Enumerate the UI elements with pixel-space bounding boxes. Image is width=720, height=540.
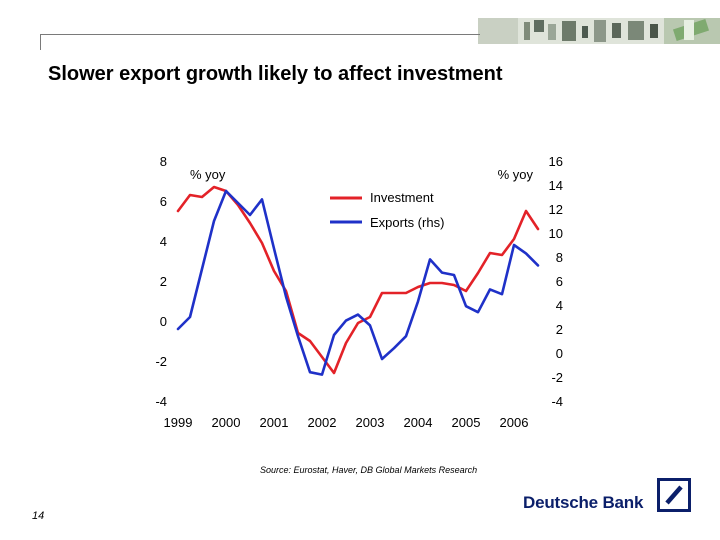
right-tick-label: 6	[556, 274, 563, 289]
series-line-exports	[176, 189, 540, 376]
legend-label-investment: Investment	[370, 190, 434, 205]
x-tick-label: 2006	[500, 415, 529, 430]
right-tick-label: 4	[556, 298, 563, 313]
left-axis: 8 6 4 2 0 -2 -4	[155, 154, 167, 409]
series-line-investment	[176, 185, 540, 375]
left-tick-label: -2	[155, 354, 167, 369]
left-tick-label: 2	[160, 274, 167, 289]
brand-name: Deutsche Bank	[523, 493, 644, 512]
right-tick-label: 12	[549, 202, 563, 217]
right-axis: 16 14 12 10 8 6 4 2 0 -2 -4	[549, 154, 563, 409]
left-tick-label: -4	[155, 394, 167, 409]
x-tick-label: 2002	[308, 415, 337, 430]
right-tick-label: 14	[549, 178, 563, 193]
right-tick-label: 0	[556, 346, 563, 361]
left-tick-label: 6	[160, 194, 167, 209]
right-tick-label: 8	[556, 250, 563, 265]
right-axis-label: % yoy	[498, 167, 534, 182]
header-banner-image	[478, 18, 720, 44]
right-tick-label: -4	[551, 394, 563, 409]
right-tick-label: 10	[549, 226, 563, 241]
x-tick-label: 2000	[212, 415, 241, 430]
deutsche-bank-logo-icon	[657, 478, 691, 512]
source-note: Source: Eurostat, Haver, DB Global Marke…	[260, 465, 478, 475]
x-axis: 1999 2000 2001 2002 2003 2004 2005 2006	[164, 415, 529, 430]
right-tick-label: 2	[556, 322, 563, 337]
x-tick-label: 1999	[164, 415, 193, 430]
left-tick-label: 4	[160, 234, 167, 249]
left-axis-label: % yoy	[190, 167, 226, 182]
left-tick-label: 0	[160, 314, 167, 329]
right-tick-label: 16	[549, 154, 563, 169]
legend: Investment Exports (rhs)	[330, 190, 444, 230]
page-number: 14	[32, 510, 45, 522]
legend-label-exports: Exports (rhs)	[370, 215, 444, 230]
x-tick-label: 2004	[404, 415, 433, 430]
x-tick-label: 2003	[356, 415, 385, 430]
left-tick-label: 8	[160, 154, 167, 169]
x-tick-label: 2001	[260, 415, 289, 430]
header-rule-horizontal	[40, 34, 480, 35]
x-tick-label: 2005	[452, 415, 481, 430]
header-rule-vertical	[40, 34, 41, 50]
right-tick-label: -2	[551, 370, 563, 385]
series-lines	[176, 185, 540, 376]
slide-title: Slower export growth likely to affect in…	[48, 63, 503, 85]
